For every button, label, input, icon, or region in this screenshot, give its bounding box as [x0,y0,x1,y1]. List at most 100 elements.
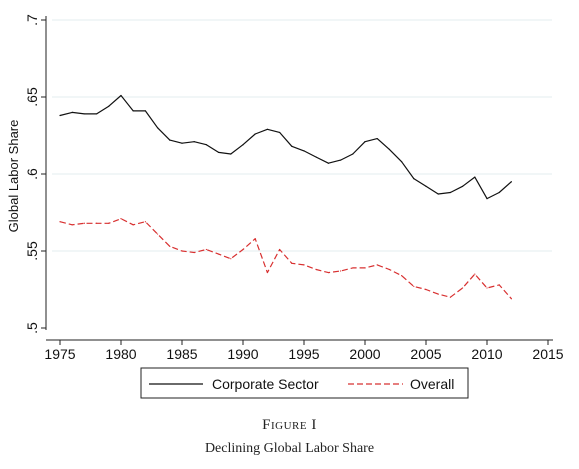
data-point [388,268,390,271]
x-tick-label: 1990 [227,346,258,362]
data-point [71,111,73,113]
axes: .5 .55 .6 .65 .7 1975 1980 1985 1990 1995 2000 2005… [6,14,564,362]
data-point [132,110,134,112]
data-point [315,268,317,271]
series-line-overall [59,218,512,300]
gridlines [52,19,552,252]
data-point [291,145,293,147]
series-points-1 [59,218,512,300]
data-point [486,198,488,200]
data-point [108,222,110,224]
data-point [291,262,293,264]
y-axis-title: Global Labor Share [6,120,21,233]
figure-title: Declining Global Labor Share [204,441,375,456]
data-point [352,153,354,155]
data-point [303,264,305,266]
x-tick-label: 2010 [471,346,502,362]
x-tick-label: 1995 [288,346,319,362]
data-point [376,137,378,140]
data-point [144,221,146,223]
data-point [425,185,427,187]
data-point [437,293,439,295]
y-tick-label: .6 [24,168,40,180]
data-point [254,133,256,135]
y-tick-label: .55 [24,241,40,261]
x-tick-label: 2015 [532,346,563,362]
data-point [59,221,61,223]
data-point [340,270,342,272]
x-tick-label: 2005 [410,346,441,362]
data-point [474,273,476,275]
series-line-corporate-sector [59,94,512,200]
legend-box [140,367,469,399]
data-point [205,248,207,251]
data-point [401,161,403,163]
data-point [193,251,195,254]
legend-label: Overall [410,376,454,392]
data-point [315,156,317,158]
data-point [364,141,366,143]
data-point [108,105,110,107]
data-point [327,271,329,274]
x-tick-label: 1975 [44,346,75,362]
legend: Corporate Sector Overall [140,367,469,399]
x-tick-label: 1985 [166,346,197,362]
series-points-0 [59,94,512,200]
data-point [230,153,232,155]
data-point [205,144,207,146]
data-point [169,139,171,141]
data-point [266,271,268,274]
data-point [462,287,464,289]
data-point [413,178,415,180]
data-point [340,159,342,161]
data-point [449,296,451,298]
data-point [120,218,122,220]
data-point [510,298,512,300]
x-tick-label: 1980 [105,346,136,362]
data-point [218,253,220,255]
data-point [498,191,500,194]
data-point [96,113,98,115]
data-point [144,110,146,112]
data-point [71,224,73,226]
x-tick-label: 2000 [349,346,380,362]
data-point [437,193,439,195]
series [59,94,512,300]
data-point [242,144,244,146]
figure-label: Figure I [262,417,317,433]
legend-label: Corporate Sector [212,376,319,392]
data-point [425,288,427,291]
data-point [254,238,256,240]
data-point [193,141,195,143]
data-point [83,113,85,115]
data-point [181,250,183,252]
data-point [120,94,122,97]
data-point [157,127,159,129]
data-point [401,275,403,277]
data-point [181,142,183,144]
data-point [279,248,281,251]
y-tick-label: .65 [24,87,40,107]
data-point [352,267,354,269]
data-point [486,287,488,289]
data-point [474,176,476,178]
data-point [157,233,159,235]
data-point [364,267,366,269]
data-point [169,245,171,247]
data-point [498,284,500,286]
data-point [230,258,232,260]
data-point [242,248,244,251]
data-point [510,181,512,183]
data-point [96,222,98,224]
data-point [132,224,134,226]
data-point [59,114,61,117]
y-tick-label: .5 [24,322,40,334]
data-point [388,148,390,150]
data-point [279,131,281,134]
data-point [266,128,268,130]
data-point [376,264,378,266]
data-point [303,150,305,152]
data-point [413,285,415,288]
data-point [218,151,220,154]
